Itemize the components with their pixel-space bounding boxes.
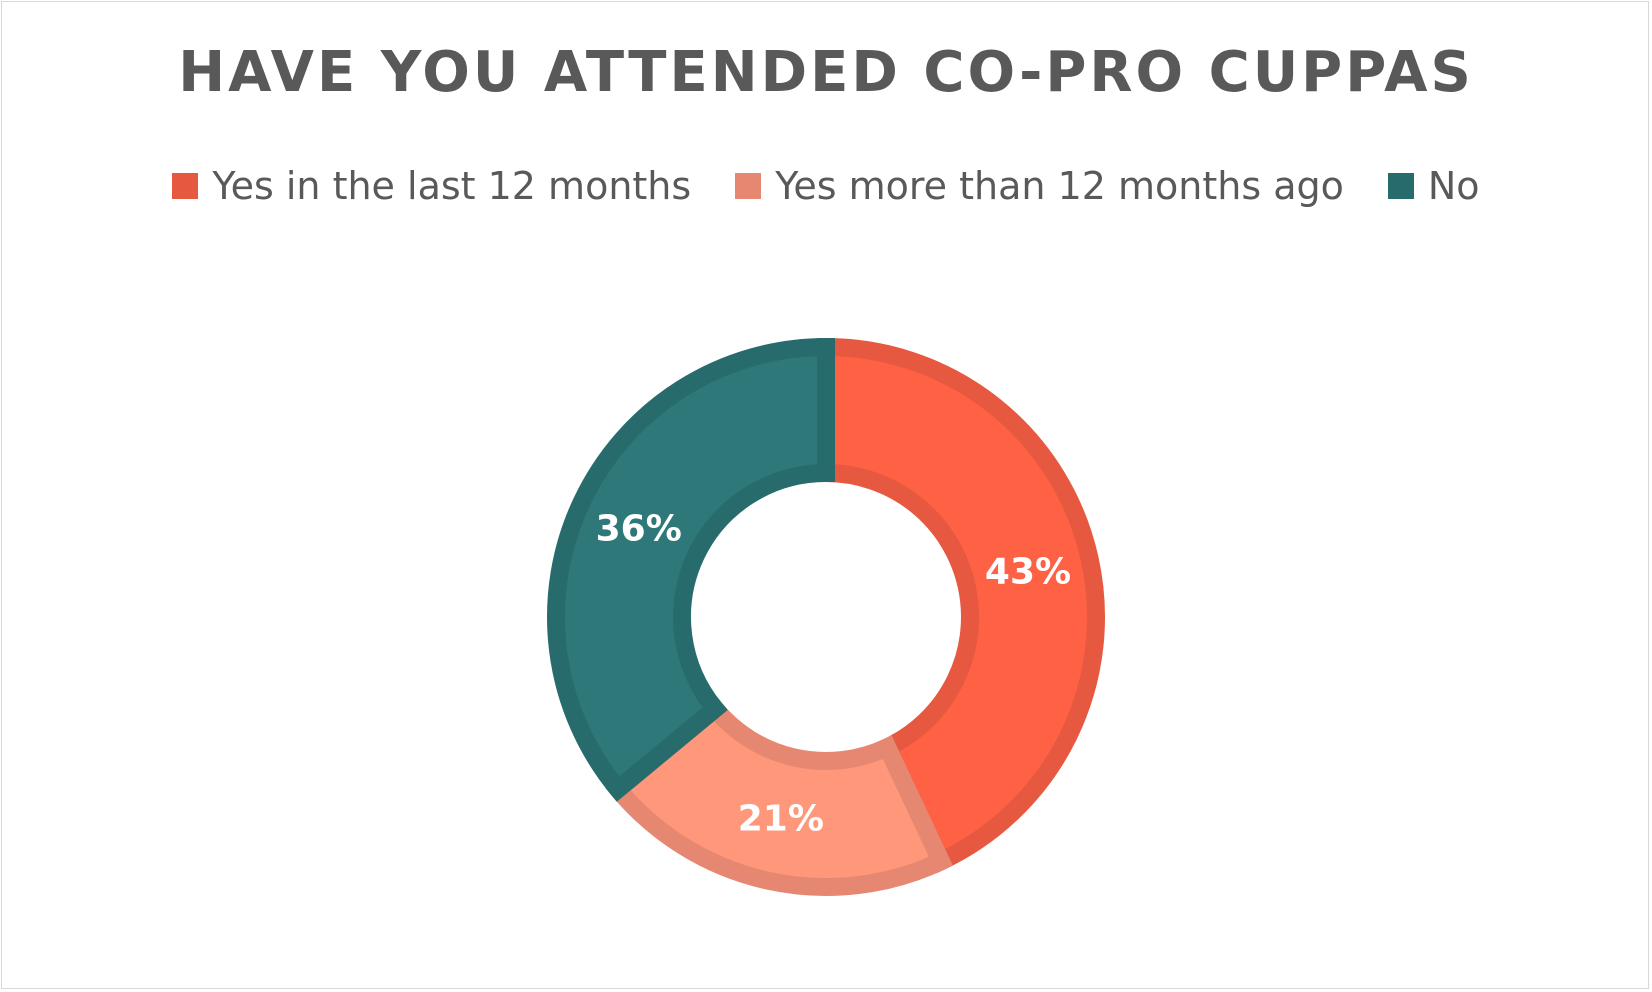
slice-yes-more-than-12-months	[605, 696, 953, 896]
chart-title: HAVE YOU ATTENDED CO-PRO CUPPAS	[178, 40, 1474, 105]
legend-swatch-no	[1387, 173, 1414, 199]
data-label-no: 36%	[596, 508, 682, 549]
slice-yes-last-12-months	[817, 337, 1105, 874]
legend-swatch-yes-last-12-months	[172, 173, 199, 199]
legend-item-no: No	[1387, 164, 1480, 208]
chart-legend: Yes in the last 12 months Yes more than …	[2, 164, 1650, 208]
slice-no	[547, 337, 835, 802]
donut-labels: 43% 21% 36%	[596, 508, 1071, 839]
legend-item-yes-last-12-months: Yes in the last 12 months	[172, 164, 691, 208]
legend-swatch-yes-more-than-12-months	[735, 173, 762, 199]
data-label-yes-last-12-months: 43%	[985, 551, 1071, 592]
legend-label-yes-more-than-12-months: Yes more than 12 months ago	[775, 164, 1344, 208]
legend-label-yes-last-12-months: Yes in the last 12 months	[212, 164, 692, 208]
data-label-yes-more-than-12-months: 21%	[738, 799, 824, 840]
donut-slices	[547, 337, 1105, 896]
legend-label-no: No	[1427, 164, 1480, 208]
legend-item-yes-more-than-12-months: Yes more than 12 months ago	[735, 164, 1344, 208]
